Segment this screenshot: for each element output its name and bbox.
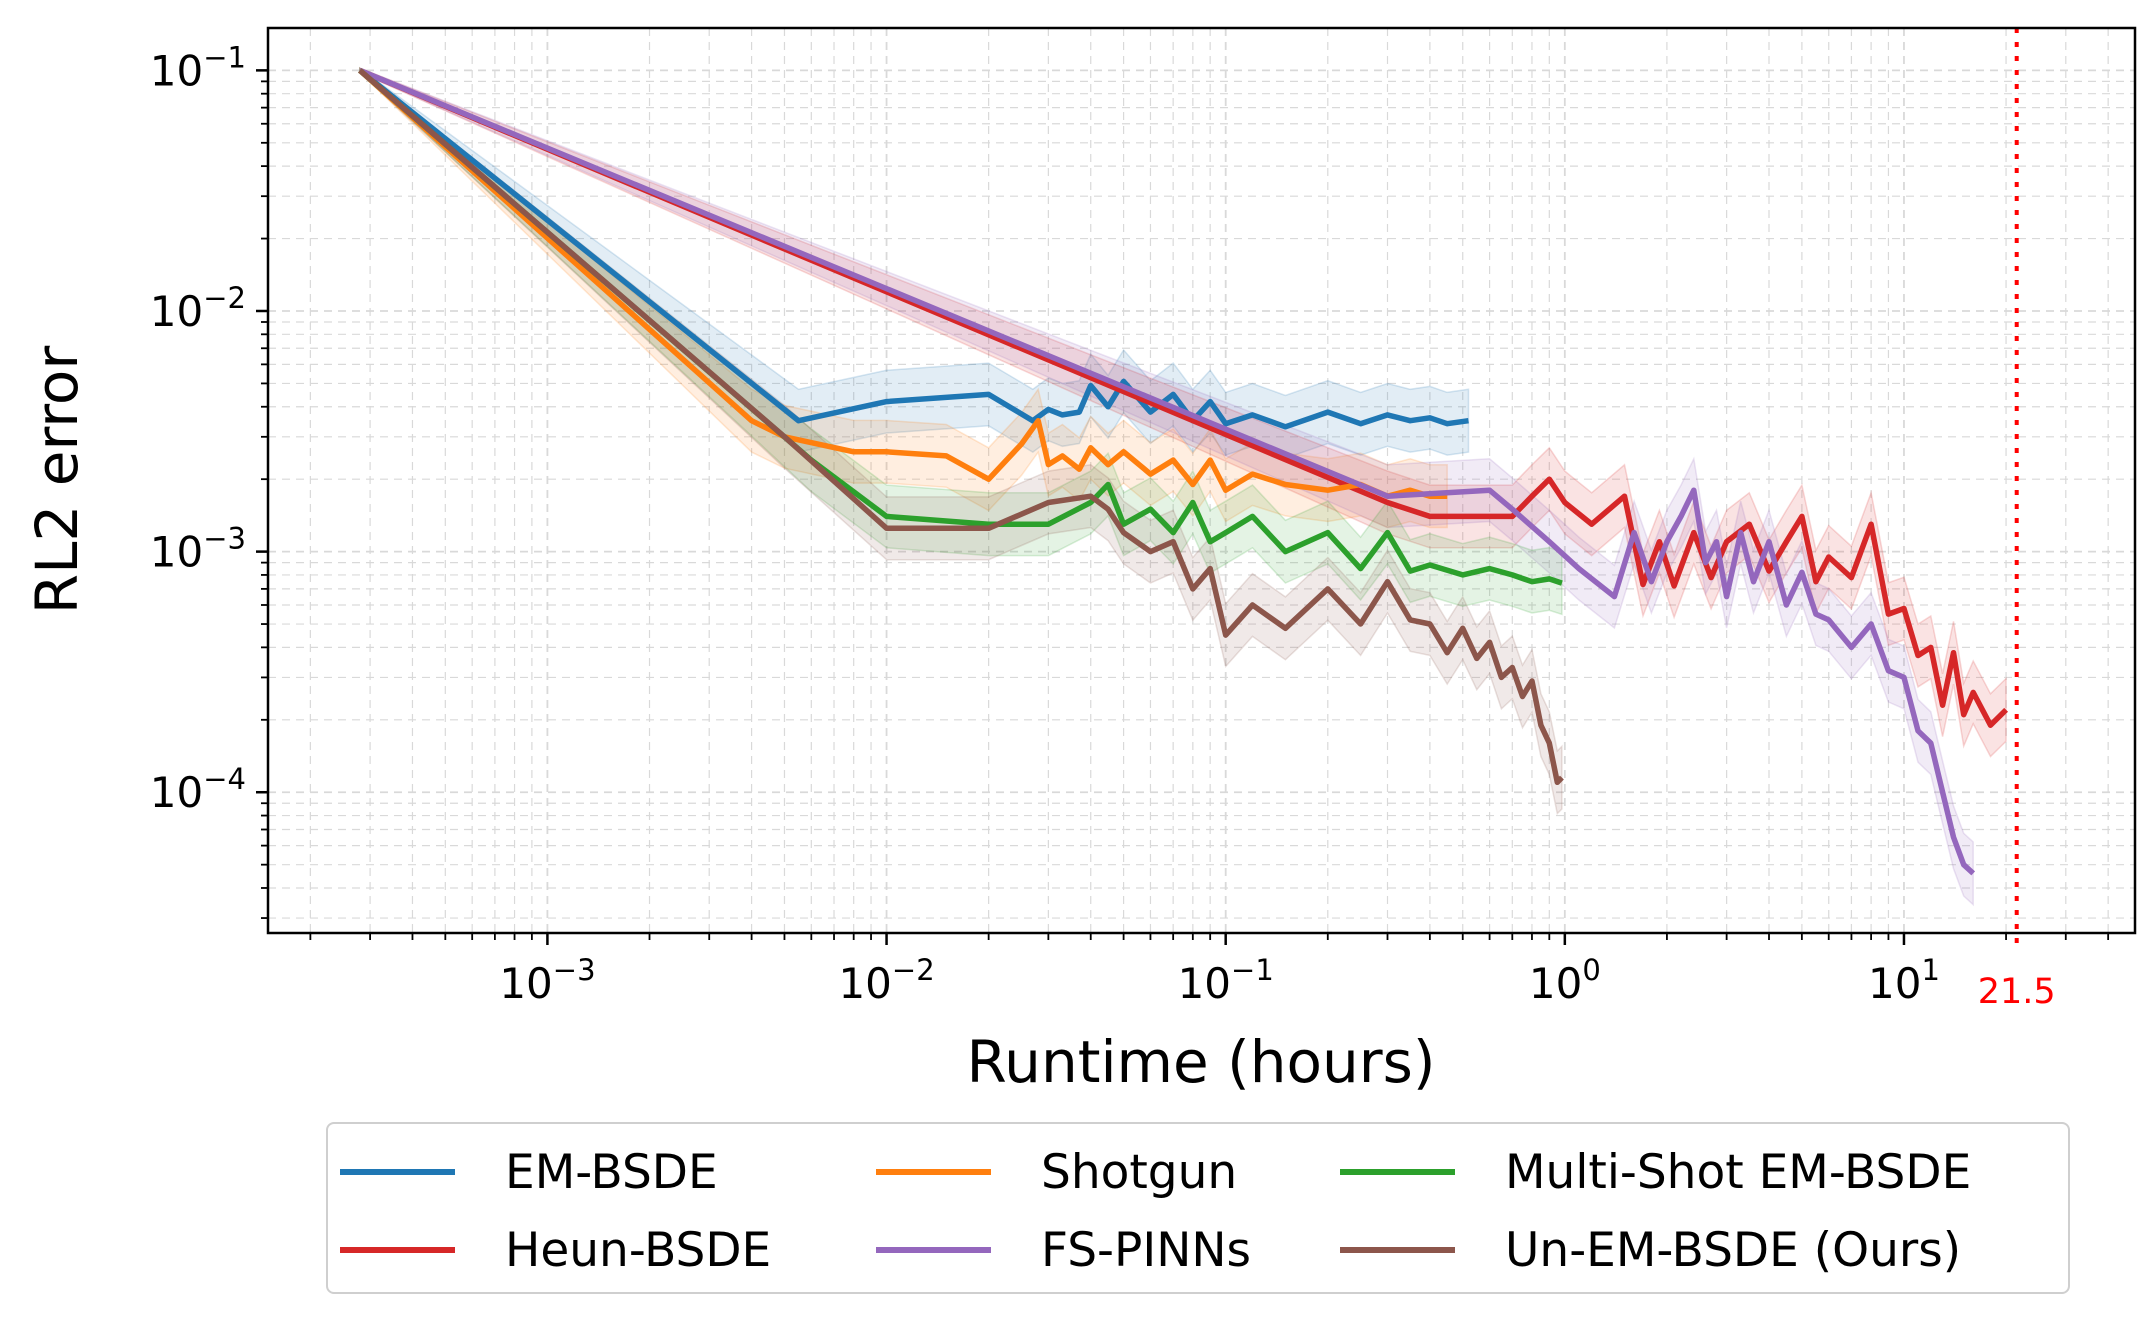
series-line — [358, 67, 2009, 728]
x-tick-label: 10−2 — [838, 953, 934, 1008]
series-band — [359, 67, 1974, 907]
y-tick-label: 10−3 — [150, 522, 246, 577]
legend-label: Multi-Shot EM-BSDE — [1505, 1144, 1972, 1200]
legend-item: Multi-Shot EM-BSDE — [1340, 1142, 1971, 1202]
series-line — [358, 68, 1469, 430]
series-line — [358, 68, 1564, 786]
legend-item: Shotgun — [876, 1142, 1237, 1202]
series-band — [359, 66, 1563, 816]
legend-label: Shotgun — [1041, 1144, 1238, 1200]
legend-item: FS-PINNs — [876, 1220, 1251, 1280]
x-tick-label: 100 — [1529, 953, 1601, 1008]
x-tick-label: 10−3 — [499, 953, 595, 1008]
x-axis-title: Runtime (hours) — [966, 1028, 1435, 1096]
legend-swatch — [876, 1247, 991, 1253]
legend-item: Heun-BSDE — [340, 1220, 771, 1280]
legend-label: Un-EM-BSDE (Ours) — [1505, 1222, 1962, 1278]
legend-label: FS-PINNs — [1041, 1222, 1252, 1278]
legend-item: Un-EM-BSDE (Ours) — [1340, 1220, 1961, 1280]
y-tick-label: 10−1 — [150, 40, 246, 95]
y-tick-label: 10−2 — [150, 281, 246, 336]
legend-label: Heun-BSDE — [505, 1222, 772, 1278]
legend-item: EM-BSDE — [340, 1142, 718, 1202]
series-line — [358, 68, 1448, 499]
series-line — [358, 67, 1976, 876]
series-line — [358, 68, 1563, 586]
y-axis-title: RL2 error — [23, 346, 91, 615]
ref-line-label: 21.5 — [1978, 972, 2056, 1012]
legend-swatch — [1340, 1169, 1455, 1175]
confidence-bands — [359, 66, 2007, 907]
x-tick-label: 101 — [1868, 953, 1940, 1008]
legend: EM-BSDE Heun-BSDE Shotgun FS-PINNs Multi-Sho… — [326, 1122, 2070, 1294]
series-lines — [358, 67, 2009, 876]
legend-swatch — [1340, 1247, 1455, 1253]
y-tick-label: 10−4 — [150, 762, 246, 817]
legend-swatch — [340, 1169, 455, 1175]
plot-frame — [266, 26, 2137, 935]
legend-swatch — [340, 1247, 455, 1253]
legend-swatch — [876, 1169, 991, 1175]
grid — [268, 28, 2135, 933]
legend-label: EM-BSDE — [505, 1144, 718, 1200]
x-tick-label: 10−1 — [1178, 953, 1274, 1008]
